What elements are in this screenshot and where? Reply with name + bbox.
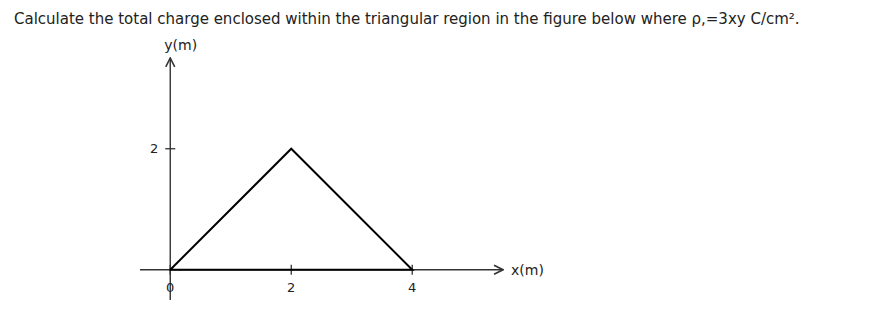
- x-axis-label: x(m): [511, 262, 544, 278]
- plot-area: [170, 149, 412, 270]
- tick-label: 2: [287, 280, 295, 295]
- tick-label: 0: [166, 280, 174, 295]
- y-axis: [170, 58, 171, 300]
- title: Calculate the total charge enclosed with…: [14, 10, 800, 28]
- tick-label: 4: [408, 280, 416, 295]
- chart: Calculate the total charge enclosed with…: [0, 0, 894, 331]
- tick-label: 2: [150, 141, 158, 156]
- tick-mark: [165, 148, 175, 149]
- line: [170, 149, 412, 270]
- y-axis-label: y(m): [164, 37, 197, 53]
